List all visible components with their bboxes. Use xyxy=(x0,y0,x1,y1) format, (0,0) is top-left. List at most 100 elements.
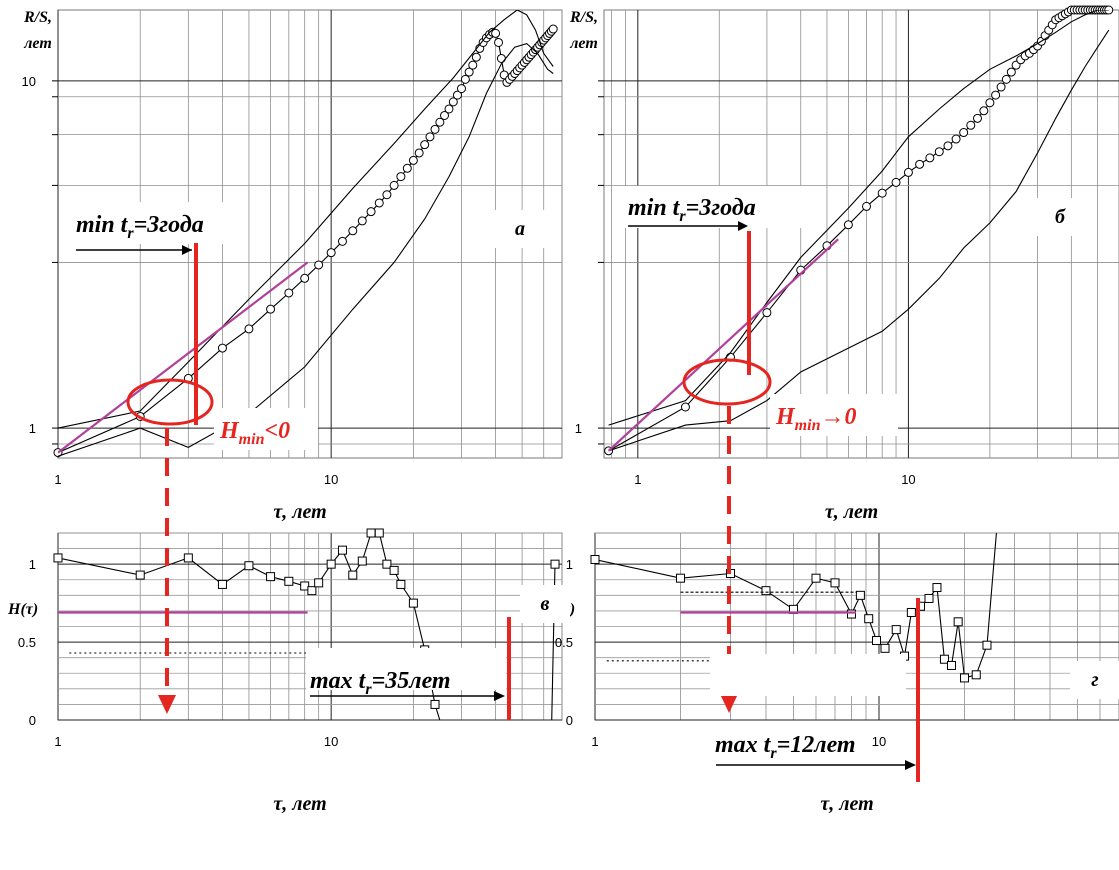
data-point xyxy=(985,98,995,108)
panel-letter-bg xyxy=(1070,661,1119,699)
data-point xyxy=(314,578,324,588)
data-point xyxy=(548,24,558,34)
data-point xyxy=(996,82,1006,92)
annotation-bg xyxy=(214,408,318,450)
red-ellipse xyxy=(126,378,214,426)
data-point xyxy=(430,124,440,134)
x-tick-label: 10 xyxy=(324,734,338,749)
data-point xyxy=(326,559,336,569)
data-point xyxy=(183,553,193,563)
data-point xyxy=(880,643,890,653)
data-point xyxy=(266,572,276,582)
annotation-arrowhead xyxy=(738,221,748,231)
annotation-max-tr-v: max tr=35лет xyxy=(310,668,451,698)
data-point xyxy=(982,640,992,650)
data-point xyxy=(811,573,821,583)
data-point xyxy=(314,260,324,270)
data-point xyxy=(491,28,501,38)
data-point xyxy=(468,60,478,70)
data-point xyxy=(864,614,874,624)
panel-letter: г xyxy=(1091,669,1098,691)
data-point xyxy=(217,343,227,353)
data-point xyxy=(906,607,916,617)
data-point xyxy=(550,559,560,569)
y-tick-label: 10 xyxy=(22,74,36,89)
data-point xyxy=(951,134,961,144)
data-point xyxy=(414,148,424,158)
data-point xyxy=(408,598,418,608)
y-tick-label: 1 xyxy=(566,557,573,572)
data-point xyxy=(830,578,840,588)
data-point xyxy=(1006,67,1016,77)
data-point xyxy=(53,553,63,563)
y-axis-label: R/S, xyxy=(569,9,598,26)
red-ellipse xyxy=(682,358,772,406)
data-point xyxy=(430,699,440,709)
x-axis-label: τ, лет xyxy=(273,501,326,523)
data-point xyxy=(300,273,310,283)
panel-letter-bg xyxy=(520,585,570,623)
series-line xyxy=(607,238,839,452)
data-point xyxy=(337,236,347,246)
data-point xyxy=(971,670,981,680)
data-point xyxy=(471,52,481,62)
data-point xyxy=(348,226,358,236)
y-tick-label: 1 xyxy=(575,421,582,436)
data-point xyxy=(939,654,949,664)
x-tick-label: 10 xyxy=(901,472,915,487)
data-point xyxy=(374,528,384,538)
annotation-bg xyxy=(306,648,506,690)
data-point xyxy=(420,140,430,150)
data-point xyxy=(456,84,466,94)
annotation-hmin-b: Hmin→0 xyxy=(775,404,856,434)
series-layer xyxy=(53,5,1114,720)
data-point xyxy=(946,660,956,670)
y-tick-label: 0.5 xyxy=(555,635,573,650)
series-line xyxy=(608,29,1110,452)
data-point xyxy=(435,117,445,127)
data-point xyxy=(934,147,944,157)
y-tick-label: 0.5 xyxy=(18,635,36,650)
data-point xyxy=(244,561,254,571)
data-point xyxy=(382,559,392,569)
data-point xyxy=(357,556,367,566)
y-axis-label-unit: лет xyxy=(23,35,52,52)
data-point xyxy=(891,177,901,187)
data-point xyxy=(903,167,913,177)
series-line xyxy=(58,10,554,429)
data-point xyxy=(973,113,983,123)
data-point xyxy=(448,97,458,107)
data-point xyxy=(408,155,418,165)
data-point xyxy=(943,141,953,151)
panel-letter: в xyxy=(541,593,550,615)
data-point xyxy=(374,198,384,208)
data-point xyxy=(872,636,882,646)
data-point xyxy=(959,128,969,138)
data-point xyxy=(855,590,865,600)
x-tick-label: 1 xyxy=(634,472,641,487)
annotation-hmin-a: Hmin<0 xyxy=(219,418,290,448)
annotation-bg xyxy=(66,202,244,244)
red-arrowhead xyxy=(158,695,176,714)
annotation-arrowhead xyxy=(905,760,916,770)
data-point xyxy=(357,216,367,226)
data-point xyxy=(326,248,336,258)
data-point xyxy=(284,288,294,298)
data-point xyxy=(891,625,901,635)
data-point xyxy=(307,586,317,596)
annotation-max-tr-g: max tr=12лет xyxy=(715,732,856,762)
annotation-arrowhead xyxy=(182,245,192,255)
data-point xyxy=(915,159,925,169)
data-point xyxy=(244,324,254,334)
data-point xyxy=(452,90,462,100)
annotation-min-tr-b: min tr=3года xyxy=(628,195,756,225)
y-axis-label: H(τ) xyxy=(7,601,38,618)
x-tick-label: 10 xyxy=(872,734,886,749)
series-line xyxy=(58,261,309,454)
data-point xyxy=(396,579,406,589)
data-point xyxy=(348,570,358,580)
data-point xyxy=(846,609,856,619)
annotation-bg xyxy=(770,394,898,436)
